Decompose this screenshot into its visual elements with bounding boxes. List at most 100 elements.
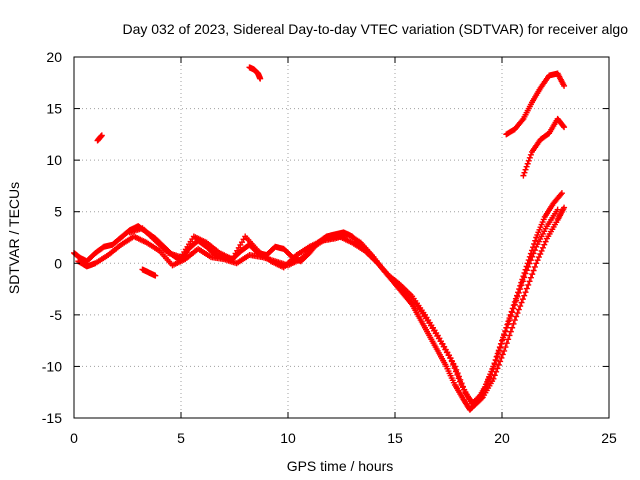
data-point (509, 324, 516, 331)
data-point (526, 154, 533, 161)
data-point (518, 299, 525, 306)
data-point (485, 377, 492, 384)
data-point (507, 313, 514, 320)
data-point (561, 204, 568, 211)
data-point (499, 336, 506, 343)
data-point (502, 344, 509, 351)
data-point (505, 336, 512, 343)
data-point (447, 355, 454, 362)
data-point (501, 347, 508, 354)
data-point (451, 365, 458, 372)
data-point (523, 285, 530, 292)
data-point (561, 82, 568, 89)
data-point (506, 332, 513, 339)
data-point (525, 281, 532, 288)
plot-area (71, 64, 568, 413)
data-point (497, 358, 504, 365)
data-point (507, 328, 514, 335)
data-point (490, 375, 497, 382)
data-point (502, 328, 509, 335)
y-tick-label: 15 (46, 101, 62, 117)
y-tick-label: 0 (54, 255, 62, 271)
data-point (532, 237, 539, 244)
data-point (539, 244, 546, 251)
series-track-e (94, 132, 105, 144)
data-point (505, 320, 512, 327)
data-point (534, 257, 541, 264)
data-point (531, 247, 538, 254)
data-point (518, 282, 525, 289)
data-point (479, 390, 486, 397)
data-point (526, 260, 533, 267)
data-point (482, 384, 489, 391)
data-point (497, 344, 504, 351)
data-point (490, 365, 497, 372)
data-point (560, 123, 567, 130)
data-point (529, 253, 536, 260)
data-point (524, 160, 531, 167)
chart-title: Day 032 of 2023, Sidereal Day-to-day VTE… (122, 21, 628, 37)
data-point (457, 378, 464, 385)
data-point (483, 380, 490, 387)
data-point (509, 309, 516, 316)
data-point (525, 157, 532, 164)
data-point (519, 278, 526, 285)
x-axis: 0 5 10 15 20 25 (70, 57, 617, 446)
plot-frame (73, 56, 610, 419)
data-point (452, 368, 459, 375)
x-tick-label: 20 (494, 430, 510, 446)
data-point (257, 75, 264, 82)
data-point (503, 340, 510, 347)
data-point (526, 278, 533, 285)
data-point (511, 301, 518, 308)
data-point (450, 361, 457, 368)
data-point (521, 292, 528, 299)
x-tick-label: 5 (177, 430, 185, 446)
data-point (511, 317, 518, 324)
data-point (557, 191, 564, 198)
data-point (530, 250, 537, 257)
data-point (514, 310, 521, 317)
data-point (486, 374, 493, 381)
data-point (561, 124, 568, 131)
data-point (558, 190, 565, 197)
data-point (527, 257, 534, 264)
data-point (513, 313, 520, 320)
y-tick-label: 10 (46, 152, 62, 168)
y-tick-label: -5 (50, 307, 63, 323)
data-point (535, 254, 542, 261)
y-axis-label: SDTVAR / TECUs (6, 182, 22, 294)
data-point (522, 166, 529, 173)
y-tick-label: 20 (46, 49, 62, 65)
data-point (489, 368, 496, 375)
data-point (538, 247, 545, 254)
data-point (498, 354, 505, 361)
y-axis: -15 -10 -5 0 5 10 15 20 (42, 49, 609, 426)
data-point (501, 332, 508, 339)
data-point (542, 238, 549, 245)
data-point (517, 286, 524, 293)
data-point (520, 172, 527, 179)
data-point (491, 361, 498, 368)
data-point (494, 353, 501, 360)
data-point (503, 324, 510, 331)
x-tick-label: 0 (70, 430, 78, 446)
data-point (521, 169, 528, 176)
y-tick-label: 5 (54, 204, 62, 220)
data-point (533, 260, 540, 267)
data-point (513, 297, 520, 304)
series-track-c (126, 206, 561, 407)
data-point (498, 340, 505, 347)
data-point (519, 117, 526, 124)
data-point (495, 348, 502, 355)
data-point (514, 293, 521, 300)
data-point (481, 387, 488, 394)
data-point (554, 206, 561, 213)
data-point (98, 132, 105, 139)
data-point (523, 267, 530, 274)
data-point (510, 320, 517, 327)
x-tick-label: 15 (387, 430, 403, 446)
series-track-d (139, 266, 159, 279)
data-point (522, 289, 529, 296)
